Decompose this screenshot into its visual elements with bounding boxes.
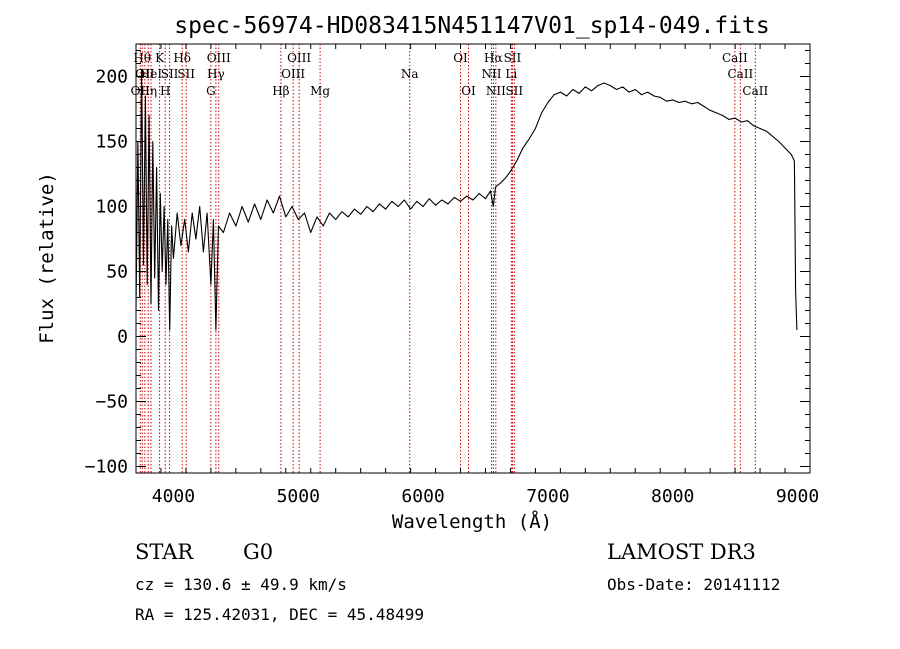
- line-marker-label: NII: [481, 67, 501, 81]
- x-tick-label: 9000: [776, 486, 819, 507]
- line-marker-label: Hγ: [207, 67, 225, 81]
- line-marker-label: Li: [505, 67, 517, 81]
- x-tick-label: 4000: [152, 486, 195, 507]
- spectrum-line: [135, 69, 798, 331]
- plot-frame: [135, 43, 811, 474]
- line-marker-label: OII: [131, 84, 151, 98]
- line-marker-label: Na: [401, 67, 419, 81]
- y-tick-label: 100: [95, 197, 128, 218]
- line-marker-label: Hδ: [173, 51, 191, 65]
- line-marker-label: SII: [505, 84, 523, 98]
- y-axis-label: Flux (relative): [36, 172, 58, 344]
- line-marker-label: HeI: [140, 67, 163, 81]
- x-axis-ticks: 4000 5000 6000 7000 8000 9000: [135, 44, 819, 507]
- observation-date: Obs-Date: 20141112: [607, 575, 780, 594]
- line-marker-label: CaII: [722, 51, 748, 65]
- x-tick-label: 6000: [401, 486, 444, 507]
- line-marker-label: SII: [504, 51, 522, 65]
- y-tick-label: 50: [106, 262, 128, 283]
- object-subclass: G0: [243, 540, 273, 564]
- line-marker-label: OIII: [281, 67, 305, 81]
- y-tick-label: 0: [117, 327, 128, 348]
- line-marker-label: OII: [135, 67, 155, 81]
- line-marker-label: Hη: [139, 84, 157, 98]
- line-marker-label: OI: [461, 84, 476, 98]
- line-marker-label: CaII: [727, 67, 753, 81]
- spectrum-series: [135, 69, 798, 331]
- line-marker-label: SII: [177, 67, 195, 81]
- x-tick-label: 8000: [651, 486, 694, 507]
- line-marker-label: OIII: [207, 51, 231, 65]
- line-marker-label: SII: [161, 67, 179, 81]
- object-class: STAR: [135, 540, 194, 564]
- chart-title: spec-56974-HD083415N451147V01_sp14-049.f…: [174, 13, 769, 39]
- line-marker-label: OIII: [287, 51, 311, 65]
- redshift-velocity: cz = 130.6 ± 49.9 km/s: [135, 575, 347, 594]
- line-marker-label: Hθ: [133, 51, 151, 65]
- line-marker-label: Hβ: [272, 84, 289, 98]
- line-marker-label: OI: [453, 51, 468, 65]
- y-tick-label: −50: [95, 392, 128, 413]
- x-tick-label: 7000: [526, 486, 569, 507]
- x-tick-label: 5000: [277, 486, 320, 507]
- y-tick-label: 150: [95, 132, 128, 153]
- line-marker-label: NII: [486, 84, 506, 98]
- line-marker-label: CaII: [742, 84, 768, 98]
- y-tick-label: 200: [95, 67, 128, 88]
- line-marker-label: Hα: [484, 51, 503, 65]
- coordinates: RA = 125.42031, DEC = 45.48499: [135, 605, 424, 624]
- y-axis-ticks: −100 −50 0 50 100 150 200: [85, 50, 810, 478]
- line-marker-label: Mg: [310, 84, 330, 98]
- line-marker-label: K: [155, 51, 165, 65]
- line-marker-label: H: [160, 84, 170, 98]
- survey-name: LAMOST DR3: [607, 540, 756, 564]
- y-tick-label: −100: [85, 457, 128, 478]
- line-marker-labels: OIIHθOIIHηHeIKHSIIHδSIIGHγOIIIHβOIIIOIII…: [131, 51, 769, 98]
- line-markers: [139, 44, 756, 473]
- line-marker-label: G: [206, 84, 216, 98]
- x-axis-label: Wavelength (Å): [392, 510, 552, 533]
